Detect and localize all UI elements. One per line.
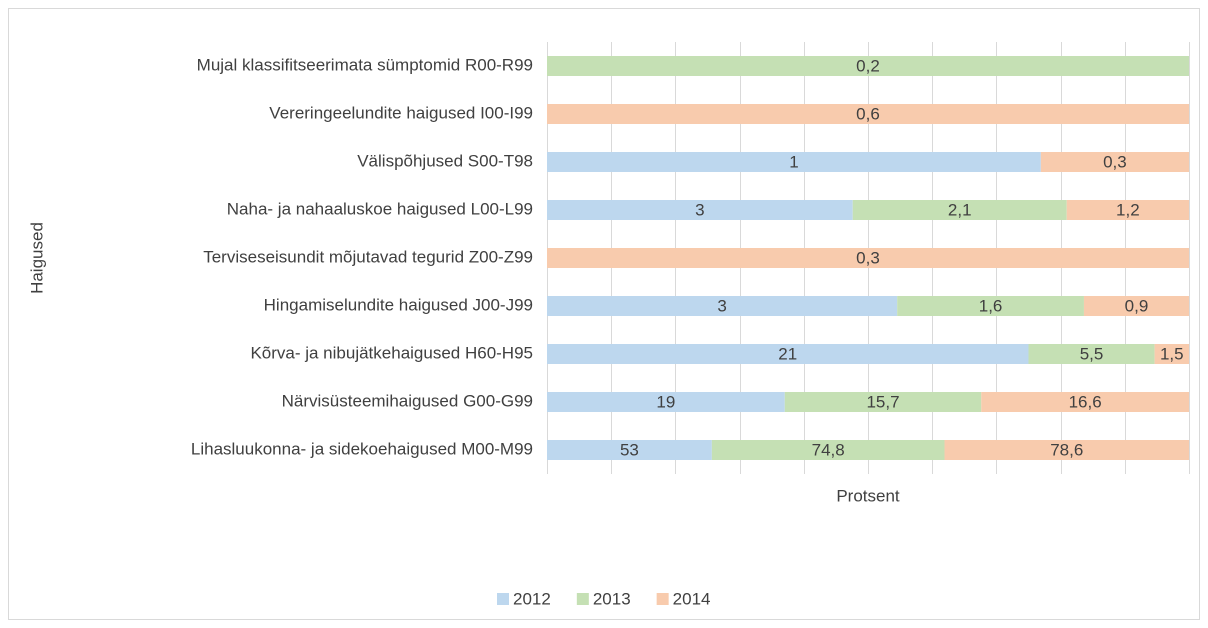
y-tick-label: Terviseseisundit mõjutavad tegurid Z00-Z… bbox=[203, 247, 533, 266]
legend-swatch bbox=[656, 593, 669, 605]
legend-swatch bbox=[576, 593, 589, 605]
bar-segment bbox=[981, 392, 1189, 412]
bar-segment bbox=[711, 440, 945, 460]
y-tick-label: Lihasluukonna- ja sidekoehaigused M00-M9… bbox=[191, 439, 533, 458]
bar-segment bbox=[1066, 200, 1189, 220]
data-label: 16,6 bbox=[1069, 392, 1102, 411]
data-label: 0,3 bbox=[856, 248, 880, 267]
bar-segment bbox=[897, 296, 1084, 316]
data-label: 0,9 bbox=[1125, 296, 1149, 315]
legend-label: 2013 bbox=[593, 589, 631, 608]
data-label: 0,2 bbox=[856, 56, 880, 75]
bar-segment bbox=[1040, 152, 1189, 172]
data-label: 21 bbox=[778, 344, 797, 363]
legend-label: 2014 bbox=[673, 589, 711, 608]
data-label: 53 bbox=[620, 440, 639, 459]
bar-segment bbox=[547, 104, 1189, 124]
data-label: 3 bbox=[695, 200, 704, 219]
data-label: 0,3 bbox=[1103, 152, 1127, 171]
y-tick-label: Närvisüsteemihaigused G00-G99 bbox=[282, 391, 533, 410]
data-label: 1 bbox=[789, 152, 798, 171]
bar-segment bbox=[547, 56, 1189, 76]
data-label: 3 bbox=[717, 296, 726, 315]
data-label: 15,7 bbox=[866, 392, 899, 411]
legend-label: 2012 bbox=[513, 589, 551, 608]
bar-segment bbox=[547, 392, 785, 412]
legend-swatch bbox=[497, 593, 509, 605]
data-label: 78,6 bbox=[1050, 440, 1083, 459]
data-label: 1,2 bbox=[1116, 200, 1140, 219]
bar-segment bbox=[547, 296, 898, 316]
bar-segment bbox=[944, 440, 1189, 460]
data-label: 2,1 bbox=[948, 200, 972, 219]
data-label: 1,6 bbox=[979, 296, 1003, 315]
y-tick-label: Hingamiselundite haigused J00-J99 bbox=[264, 295, 533, 314]
bar-segment bbox=[547, 344, 1029, 364]
bar-segment bbox=[1083, 296, 1189, 316]
y-tick-label: Mujal klassifitseerimata sümptomid R00-R… bbox=[197, 55, 533, 74]
bar-segment bbox=[1028, 344, 1155, 364]
bar-segment bbox=[1154, 344, 1189, 364]
data-label: 1,5 bbox=[1160, 344, 1184, 363]
y-tick-label: Vereringeelundite haigused I00-I99 bbox=[269, 103, 533, 122]
y-axis-label: Haigused bbox=[27, 222, 46, 294]
bar-segment bbox=[547, 152, 1041, 172]
bar-segment bbox=[784, 392, 982, 412]
data-label: 5,5 bbox=[1080, 344, 1104, 363]
y-tick-label: Välispõhjused S00-T98 bbox=[357, 151, 533, 170]
y-tick-label: Naha- ja nahaaluskoe haigused L00-L99 bbox=[227, 199, 533, 218]
bar-segment bbox=[852, 200, 1067, 220]
data-label: 19 bbox=[656, 392, 675, 411]
data-label: 0,6 bbox=[856, 104, 880, 123]
bar-segment bbox=[547, 200, 853, 220]
bar-segment bbox=[547, 440, 712, 460]
data-label: 74,8 bbox=[812, 440, 845, 459]
y-tick-label: Kõrva- ja nibujätkehaigused H60-H95 bbox=[250, 343, 533, 362]
x-axis-label: Protsent bbox=[836, 486, 900, 505]
bar-segment bbox=[547, 248, 1189, 268]
